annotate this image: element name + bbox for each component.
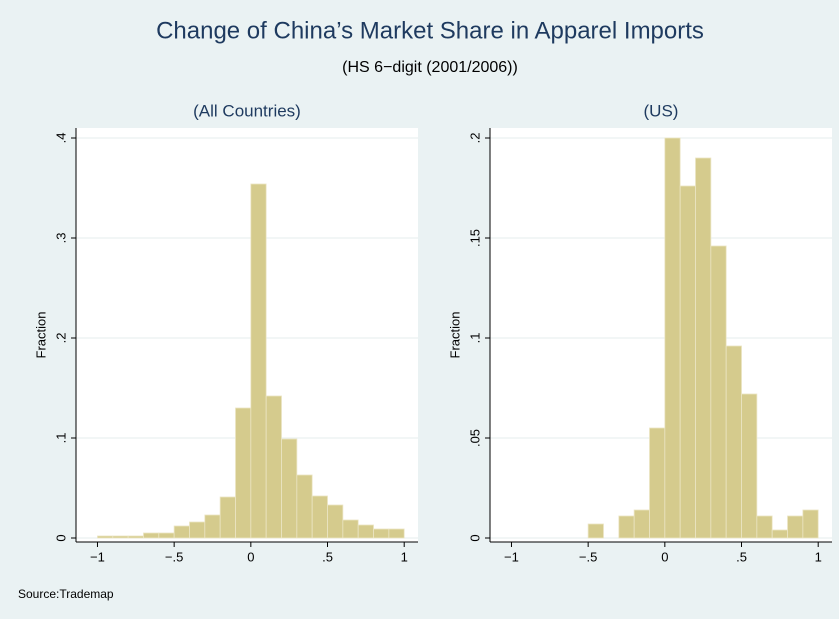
y-tick-label: .2 [53,333,68,344]
bar [649,427,666,539]
bar [679,185,696,539]
bar [311,495,328,539]
bar [388,528,405,539]
bar [633,509,650,539]
bar [173,525,190,539]
bar [327,504,344,539]
subplot-title: (US) [644,101,679,120]
source-note: Source:Trademap [18,587,114,601]
y-tick-label: .15 [467,229,482,247]
subplot: (US) Fraction 0 .05 .1 .15 .2 −1 −.5 0 .5 1 [447,101,832,564]
subplot: (All Countries) Fraction 0 .1 .2 .3 .4 −1 −.5 0 .5… [33,101,418,564]
bar [710,245,727,539]
x-tick-label: 1 [815,549,822,564]
bar [127,535,144,539]
bar [357,524,374,539]
y-tick-label: .4 [53,133,68,144]
bar [771,529,788,539]
bar [189,521,206,539]
bar [802,509,819,539]
y-tick-label: .05 [467,429,482,447]
x-tick-label: .5 [322,549,333,564]
subplot-title: (All Countries) [193,101,301,120]
bar [235,407,252,539]
y-tick-label: 0 [467,534,482,541]
bar [741,393,758,539]
figure-title: Change of China’s Market Share in Appare… [156,17,704,44]
bar [725,345,742,539]
bar [373,528,390,539]
bar [296,474,313,539]
bar [219,496,236,539]
bar [618,515,635,539]
x-tick-label: −.5 [165,549,183,564]
x-tick-label: .5 [736,549,747,564]
bar [97,535,114,539]
bar [204,514,221,539]
bar [787,515,804,539]
bar [587,523,604,539]
bar [342,519,359,539]
bar [695,157,712,539]
bar [158,532,175,539]
bar [664,137,681,539]
x-tick-label: −1 [90,549,105,564]
bar [250,183,267,539]
x-tick-label: −.5 [579,549,597,564]
y-tick-label: .3 [53,233,68,244]
bar [281,438,298,539]
x-tick-label: 0 [247,549,254,564]
y-tick-label: .1 [467,333,482,344]
x-tick-label: 1 [401,549,408,564]
bar [265,395,282,539]
y-tick-label: .2 [467,133,482,144]
bar [756,515,773,539]
x-tick-label: −1 [504,549,519,564]
bar [143,532,160,539]
y-axis-label: Fraction [447,312,462,359]
figure-subtitle: (HS 6−digit (2001/2006)) [342,59,518,76]
bar [112,535,129,539]
x-tick-label: 0 [661,549,668,564]
y-axis-label: Fraction [33,312,48,359]
y-tick-label: 0 [53,534,68,541]
y-tick-label: .1 [53,433,68,444]
